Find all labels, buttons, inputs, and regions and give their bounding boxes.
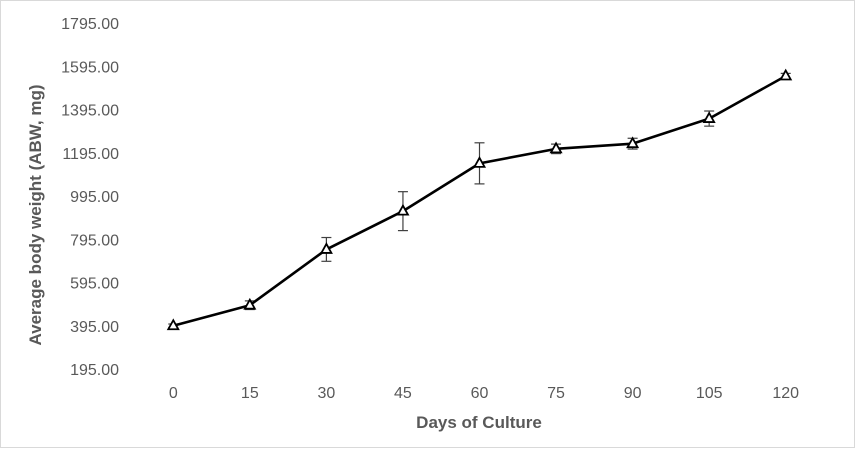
y-tick-label: 1595.00: [61, 59, 119, 76]
x-tick-label: 75: [547, 385, 565, 402]
data-point-marker: [779, 68, 793, 81]
y-tick-label: 395.00: [70, 319, 119, 336]
data-point-marker: [472, 155, 487, 168]
data-point-marker: [626, 136, 640, 149]
error-bars: [168, 72, 791, 329]
data-point-marker: [549, 141, 563, 154]
y-axis-ticks: 195.00 395.00 595.00 795.00 995.00 1195.00 139…: [61, 16, 119, 379]
x-axis-title: Days of Culture: [416, 413, 542, 432]
y-tick-label: 595.00: [70, 276, 119, 293]
data-point-marker: [243, 297, 257, 310]
y-tick-label: 1195.00: [62, 146, 119, 163]
x-tick-label: 30: [317, 385, 335, 402]
x-tick-label: 0: [169, 385, 178, 402]
data-point-marker: [396, 203, 410, 216]
x-tick-label: 120: [772, 385, 799, 402]
x-tick-label: 90: [624, 385, 642, 402]
data-point-marker: [166, 318, 180, 331]
y-tick-label: 1395.00: [61, 103, 119, 120]
x-tick-label: 15: [241, 385, 259, 402]
y-tick-label: 795.00: [70, 232, 119, 249]
x-axis-ticks: 0 15 30 45 60 75 90 105 120: [169, 385, 799, 402]
series-line: [172, 74, 787, 328]
x-tick-label: 105: [696, 385, 723, 402]
y-tick-label: 995.00: [70, 189, 119, 206]
y-tick-label: 195.00: [70, 362, 119, 379]
data-point-marker: [702, 111, 716, 123]
y-axis-title: Average body weight (ABW, mg): [26, 84, 45, 345]
series-markers: [166, 68, 793, 331]
y-tick-label: 1795.00: [61, 16, 119, 33]
x-tick-label: 60: [471, 385, 489, 402]
data-point-marker: [319, 242, 333, 254]
x-tick-label: 45: [394, 385, 412, 402]
